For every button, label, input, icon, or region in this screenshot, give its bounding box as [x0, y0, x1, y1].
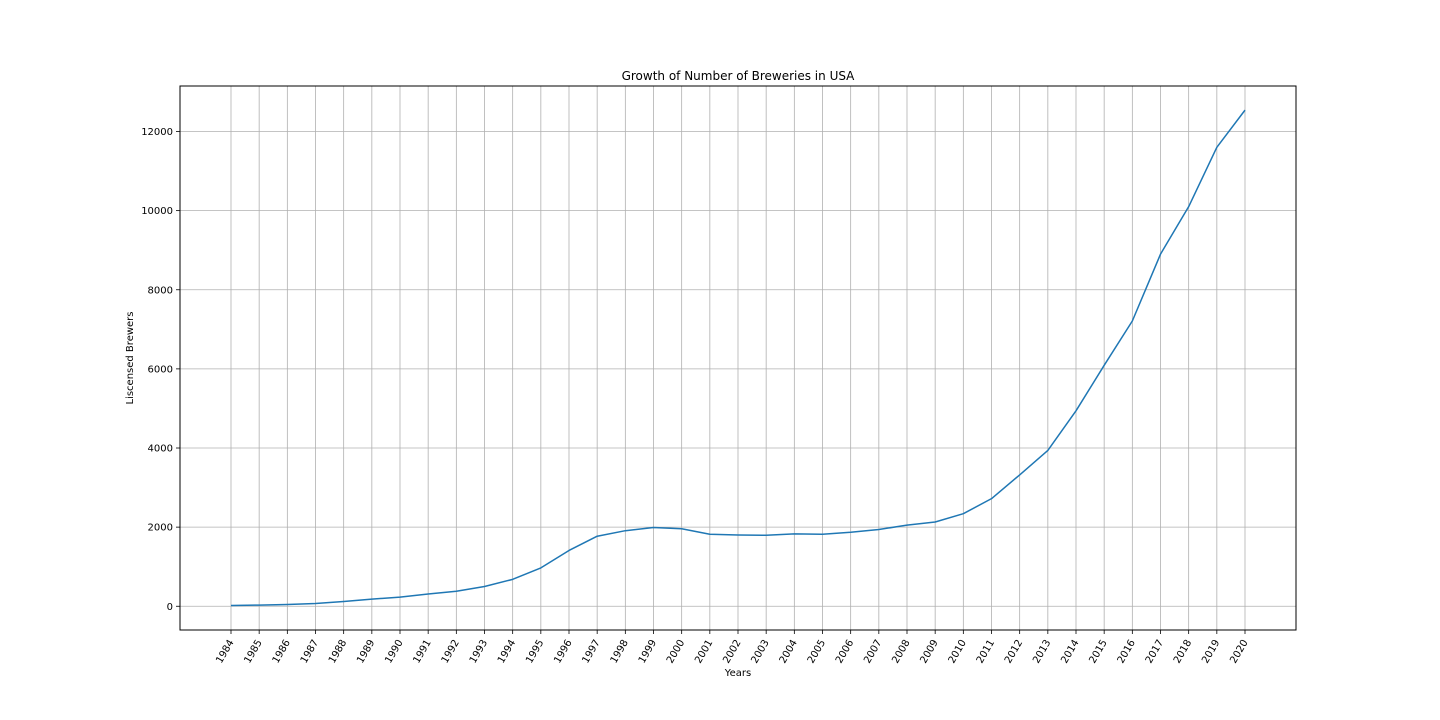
x-tick-label: 2013 [1031, 638, 1053, 666]
y-axis-label: Liscensed Brewers [125, 312, 136, 405]
y-tick-label: 4000 [148, 444, 173, 455]
x-tick-label: 1998 [609, 638, 631, 666]
x-tick-label: 2008 [890, 638, 912, 666]
x-axis-label: Years [724, 668, 751, 679]
x-tick-label: 2011 [975, 638, 997, 666]
x-tick-label: 1990 [383, 638, 405, 666]
x-tick-label: 1985 [243, 638, 265, 666]
x-tick-label: 1993 [468, 638, 490, 666]
y-tick-label: 0 [167, 602, 173, 613]
x-tick-label: 1991 [412, 638, 434, 666]
y-tick-label: 8000 [148, 285, 173, 296]
x-tick-label: 1996 [552, 638, 574, 666]
chart-title: Growth of Number of Breweries in USA [622, 69, 856, 83]
x-tick-label: 1986 [271, 638, 293, 666]
x-tick-label: 1997 [581, 638, 603, 666]
series-line [230, 109, 1246, 607]
x-tick-label: 1989 [355, 638, 377, 666]
x-tick-label: 2000 [665, 638, 687, 666]
x-tick-label: 2014 [1059, 638, 1081, 666]
x-tick-label: 2015 [1088, 638, 1110, 666]
x-tick-label: 1995 [524, 638, 546, 666]
x-tick-label: 1994 [496, 638, 518, 666]
x-tick-label: 1987 [299, 638, 321, 666]
x-tick-label: 2018 [1172, 638, 1194, 666]
series-layer [230, 109, 1246, 607]
x-tick-label: 2017 [1144, 638, 1166, 666]
x-tick-label: 1992 [440, 638, 462, 666]
x-tick-label: 2003 [750, 638, 772, 666]
y-tick-label: 6000 [148, 364, 173, 375]
x-tick-label: 2004 [778, 638, 800, 666]
x-tick-label: 2020 [1228, 638, 1250, 666]
x-tick-label: 2010 [947, 638, 969, 666]
x-tick-label: 2002 [721, 638, 743, 666]
y-tick-label: 10000 [141, 206, 173, 217]
x-tick-label: 2009 [919, 638, 941, 666]
x-tick-label: 1988 [327, 638, 349, 666]
x-tick-label: 2016 [1116, 638, 1138, 666]
x-tick-label: 2007 [862, 638, 884, 666]
y-tick-label: 2000 [148, 523, 173, 534]
x-tick-label: 1999 [637, 638, 659, 666]
y-tick-label: 12000 [141, 127, 173, 138]
x-tick-label: 2019 [1200, 638, 1222, 666]
x-tick-label: 2005 [806, 638, 828, 666]
x-tick-label: 2006 [834, 638, 856, 666]
x-tick-label: 1984 [214, 638, 236, 666]
x-tick-label: 2001 [693, 638, 715, 666]
grid-layer [180, 86, 1296, 630]
x-tick-label: 2012 [1003, 638, 1025, 666]
